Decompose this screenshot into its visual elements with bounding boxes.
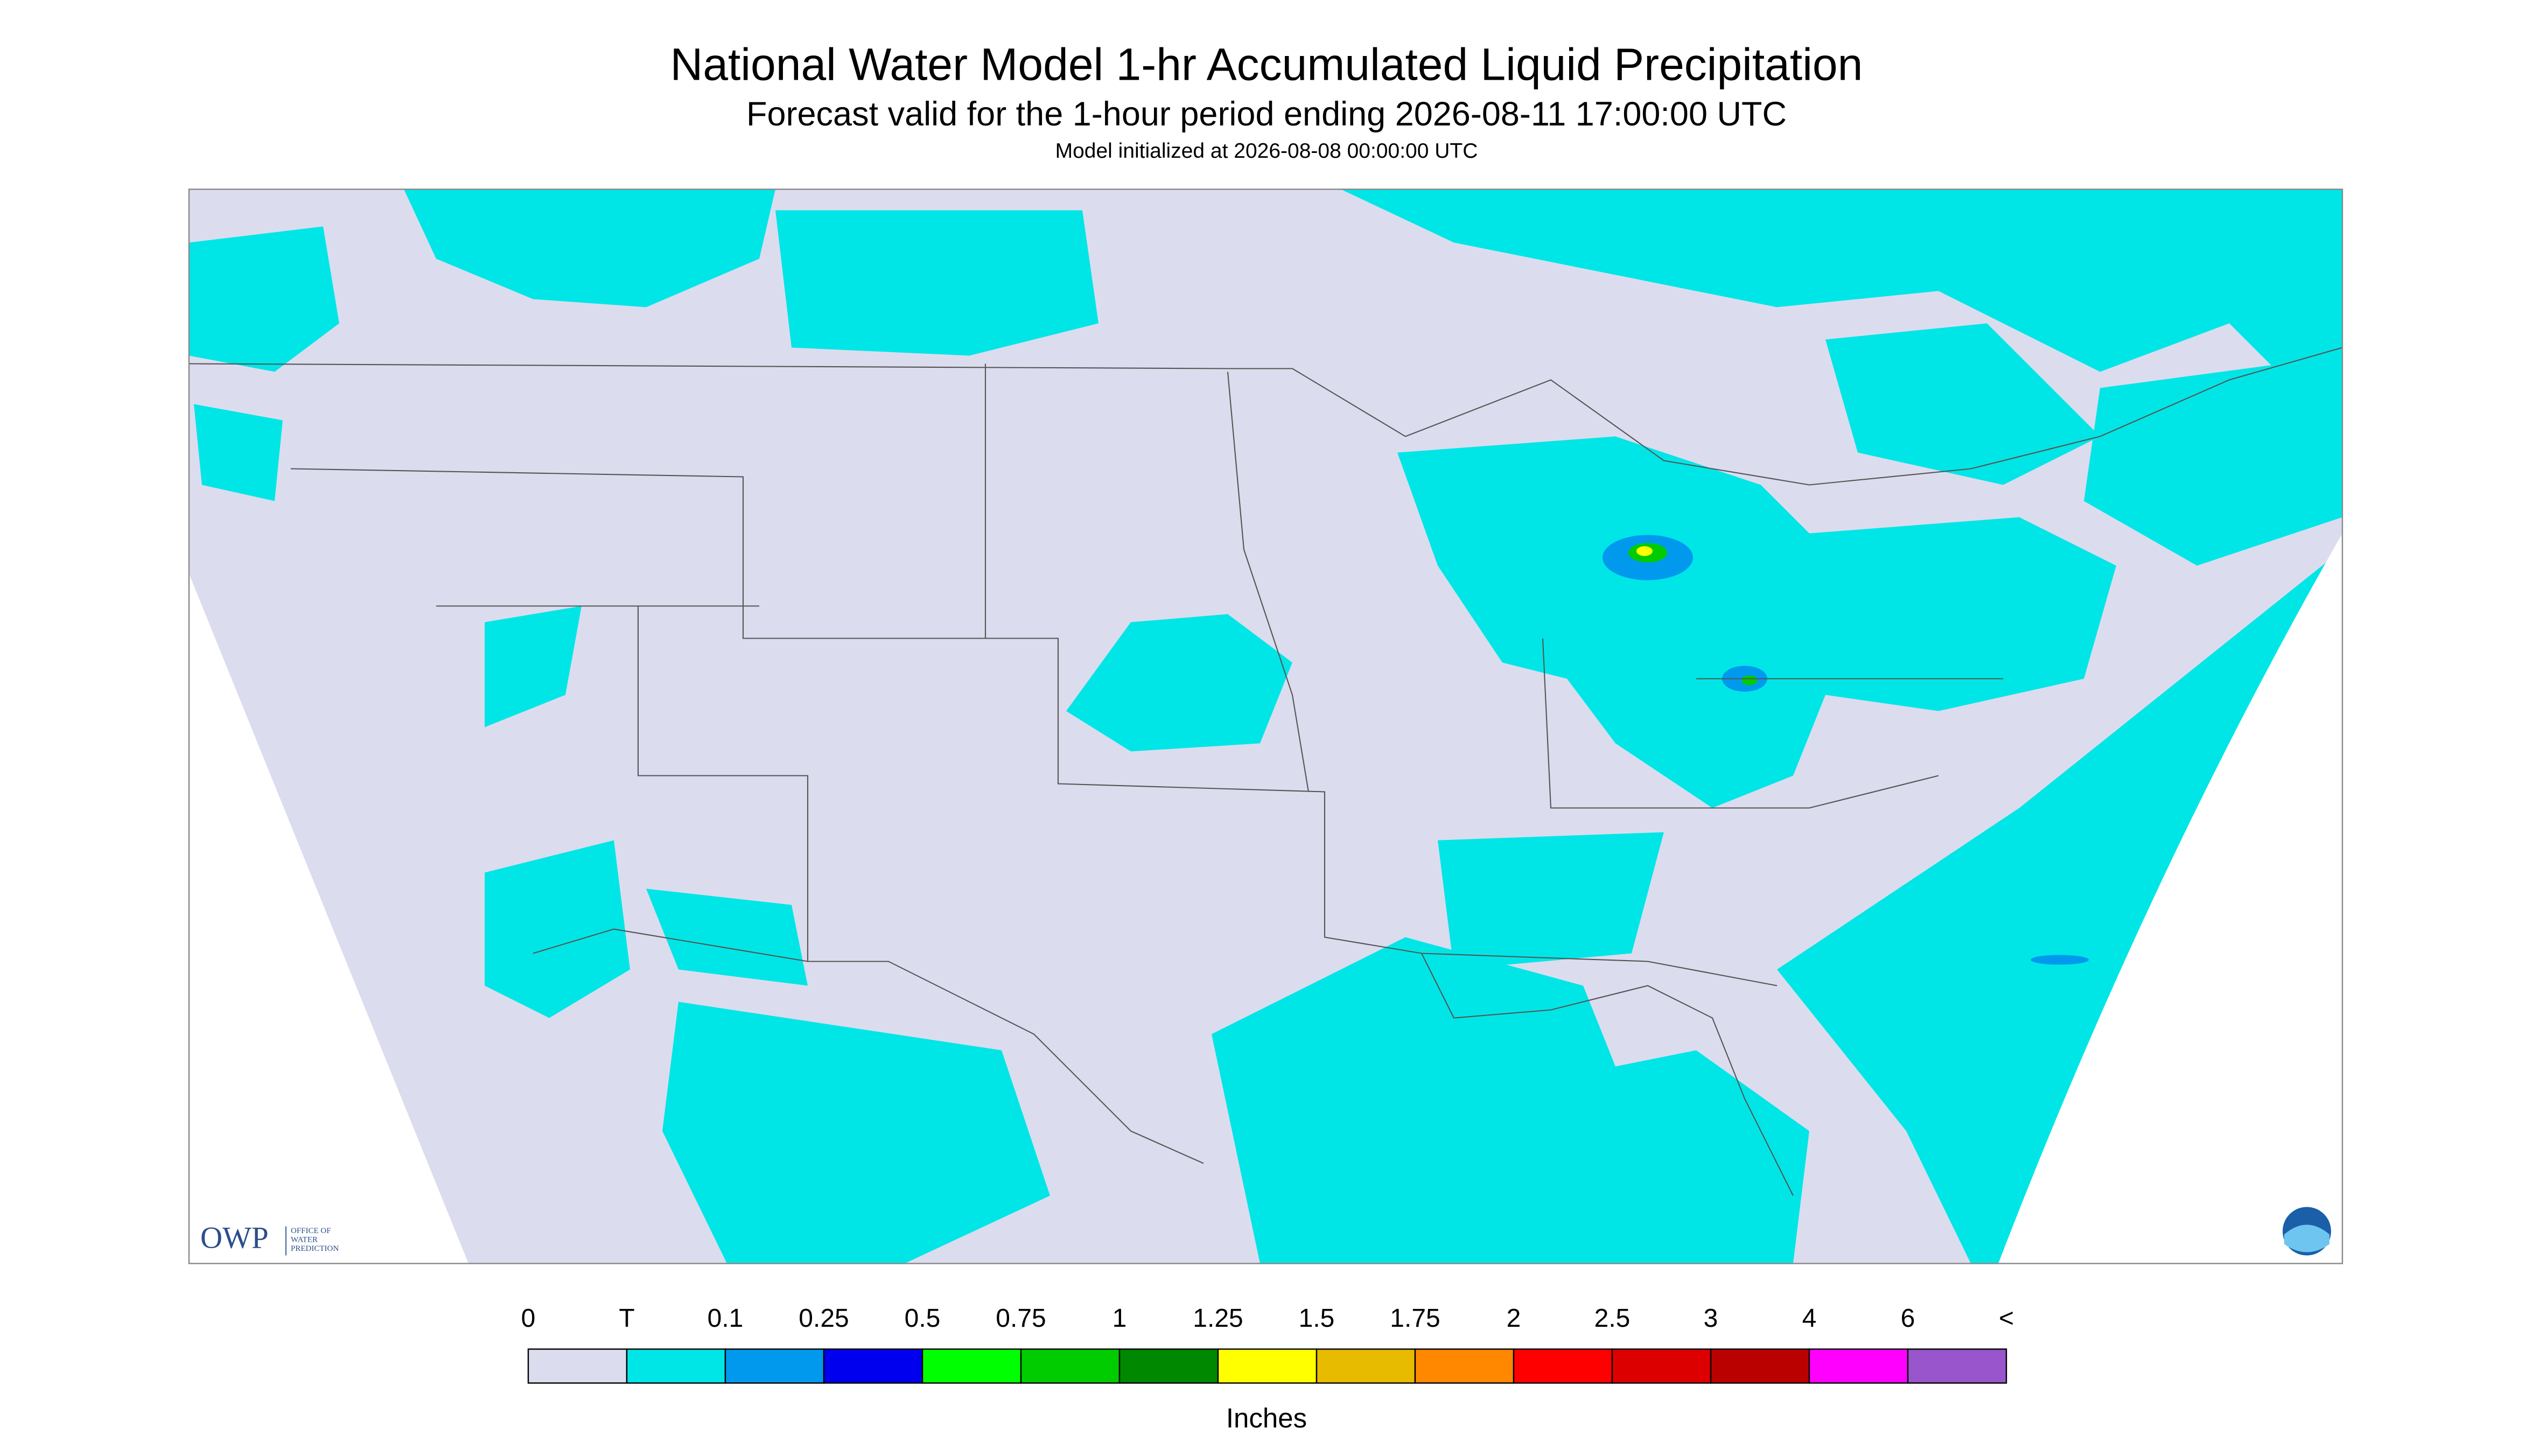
off-grid-left <box>189 573 468 1264</box>
logo-line: WATER <box>291 1235 318 1244</box>
init-note: Model initialized at 2026-08-08 00:00:00… <box>1055 139 1478 163</box>
precip-areas <box>189 189 2342 1264</box>
legend-label: 0.1 <box>708 1304 744 1333</box>
logo-line: PREDICTION <box>291 1244 339 1253</box>
subtitle: Forecast valid for the 1-hour period end… <box>746 95 1787 133</box>
logo-line: OFFICE OF <box>291 1227 331 1235</box>
legend-swatch <box>921 1348 1022 1384</box>
legend-swatch <box>1020 1348 1121 1384</box>
legend-label: 0.75 <box>996 1304 1046 1333</box>
legend-label: 0.5 <box>905 1304 941 1333</box>
legend-label: 2 <box>1507 1304 1521 1333</box>
legend-label: 2.5 <box>1594 1304 1631 1333</box>
map-frame <box>188 188 2343 1264</box>
logo-owp: OWP <box>200 1221 269 1255</box>
legend-label: 1.75 <box>1390 1304 1440 1333</box>
legend-swatch <box>527 1348 628 1384</box>
legend-swatch <box>1907 1348 2007 1384</box>
legend-label: 0.25 <box>799 1304 849 1333</box>
legend-swatch <box>1808 1348 1909 1384</box>
heavy-precip-cells <box>1603 535 2089 965</box>
legend-swatch <box>626 1348 726 1384</box>
legend-label: 1.5 <box>1299 1304 1335 1333</box>
legend: 0 T 0.1 0.25 0.5 0.75 1 1.25 1.5 1.75 2 2.5 3 4 6 < <box>521 1304 2014 1384</box>
legend-label: < <box>1999 1304 2014 1333</box>
legend-label: 1.25 <box>1193 1304 1243 1333</box>
legend-swatch <box>1513 1348 1613 1384</box>
noaa-logo-wave <box>2284 1224 2329 1252</box>
legend-label: 0 <box>521 1304 536 1333</box>
borders <box>189 347 2342 1196</box>
title: National Water Model 1-hr Accumulated Li… <box>670 39 1863 90</box>
legend-swatch <box>823 1348 923 1384</box>
legend-label: 4 <box>1802 1304 1817 1333</box>
legend-swatch <box>1710 1348 1810 1384</box>
off-grid-right <box>1998 533 2342 1264</box>
legend-swatch <box>1414 1348 1515 1384</box>
legend-label: 3 <box>1704 1304 1718 1333</box>
legend-label: 1 <box>1112 1304 1127 1333</box>
legend-swatch <box>1611 1348 1712 1384</box>
legend-label: 6 <box>1901 1304 1915 1333</box>
legend-unit: Inches <box>1226 1403 1307 1433</box>
legend-swatch <box>724 1348 825 1384</box>
legend-label: T <box>619 1304 634 1333</box>
legend-swatch <box>1217 1348 1318 1384</box>
legend-swatch <box>1316 1348 1416 1384</box>
legend-swatch <box>1118 1348 1219 1384</box>
